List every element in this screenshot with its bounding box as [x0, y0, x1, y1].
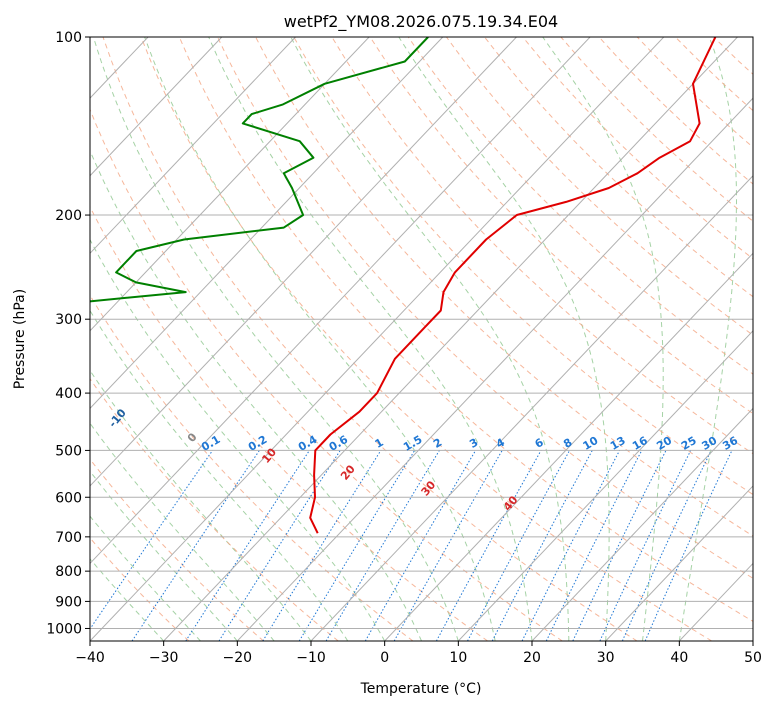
isotherm--40	[90, 37, 665, 641]
y-tick-label: 800	[55, 564, 82, 580]
x-tick-label: 10	[449, 650, 467, 666]
y-tick-label: 400	[55, 386, 82, 402]
isotherm--80	[90, 37, 370, 332]
x-axis-ticks: −40 −30 −20 −10 0 10 20 30 40 50	[75, 641, 762, 666]
x-tick-label: −40	[75, 650, 105, 666]
moist-adiabat	[90, 422, 275, 641]
chart-title: wetPf2_YM08.2026.075.19.34.E04	[284, 12, 558, 32]
x-tick-label: 40	[670, 650, 688, 666]
plot-background	[90, 37, 753, 641]
moist-adiabat	[90, 470, 238, 641]
y-tick-label: 300	[55, 312, 82, 328]
moist-adiabat	[290, 37, 570, 641]
mixing-ratio-line	[521, 450, 621, 641]
isobars	[90, 37, 753, 629]
moist-adiabat	[678, 37, 737, 641]
moist-adiabat	[144, 37, 496, 641]
series-line-1	[90, 37, 429, 303]
dry-adiabat	[751, 37, 753, 39]
y-tick-label: 900	[55, 594, 82, 610]
moist-adiabat	[90, 149, 422, 641]
moist-adiabat	[90, 309, 349, 641]
series-line-0	[309, 37, 717, 534]
x-tick-label: −20	[223, 650, 253, 666]
moist-adiabat	[90, 515, 201, 641]
mixing-ratio-line	[393, 450, 503, 641]
dry-adiabats	[90, 37, 753, 641]
isotherm--100	[90, 37, 223, 177]
x-axis-title: Temperature (°C)	[360, 681, 482, 697]
moist-adiabat	[542, 37, 664, 641]
x-tick-label: 0	[380, 650, 389, 666]
mixing-ratio-line	[467, 450, 571, 641]
isotherm--30	[163, 37, 738, 641]
isotherm-30	[605, 485, 753, 641]
isotherm--10	[310, 175, 753, 641]
dry-adiabat	[140, 37, 712, 641]
plot-frame	[89, 36, 754, 642]
x-tick-label: 20	[523, 650, 541, 666]
mixing-ratio-line	[185, 450, 310, 641]
dry-adiabat	[90, 458, 264, 641]
x-tick-label: 30	[597, 650, 615, 666]
dry-adiabat	[217, 37, 753, 579]
y-tick-label: 1000	[46, 621, 82, 637]
isotherm--60	[90, 37, 517, 487]
y-axis-ticks: 100 200 300 400 500 600 700 800 900 1000	[46, 30, 90, 637]
dry-adiabat	[90, 108, 563, 641]
moist-adiabat	[208, 37, 533, 641]
mixing-ratio-line	[131, 450, 260, 641]
mixing-ratio-line	[298, 450, 416, 641]
isotherm-0	[384, 252, 753, 641]
moist-adiabat	[90, 238, 386, 641]
dry-adiabat	[407, 37, 753, 375]
isotherm-50	[752, 640, 753, 641]
isotherm-10	[457, 330, 753, 641]
mixing-ratio-line	[621, 450, 712, 641]
skewed-isotherms	[0, 37, 753, 641]
dry-adiabat	[293, 37, 753, 496]
moist-adiabat	[398, 37, 610, 641]
isotherm--90	[90, 37, 296, 255]
moist-adiabat	[90, 558, 165, 641]
x-tick-label: −10	[296, 650, 326, 666]
isotherm--50	[90, 37, 591, 565]
dry-adiabat	[102, 37, 638, 641]
isotherm--20	[236, 97, 753, 641]
mixing-ratio-line	[435, 450, 542, 641]
mixing-ratio-line	[572, 450, 667, 641]
y-tick-label: 100	[55, 30, 82, 46]
mixing-ratio-line	[545, 450, 643, 641]
isotherm--130	[0, 37, 1, 641]
y-tick-label: 600	[55, 490, 82, 506]
mixing-ratio-line	[599, 450, 692, 641]
dry-adiabat-label: -20	[33, 385, 56, 409]
x-tick-label: 50	[744, 650, 762, 666]
y-tick-label: 200	[55, 208, 82, 224]
dry-adiabat	[90, 205, 488, 641]
moist-adiabats	[90, 37, 737, 641]
y-tick-label: 700	[55, 530, 82, 546]
moist-adiabat	[92, 37, 459, 641]
mixing-ratio-line	[218, 450, 341, 641]
mixing-ratio-line	[90, 450, 214, 630]
y-axis-title: Pressure (hPa)	[12, 289, 28, 389]
y-tick-label: 500	[55, 443, 82, 459]
dry-adiabat	[178, 37, 753, 622]
isotherm--70	[90, 37, 444, 410]
isotherm-20	[531, 407, 753, 641]
mixing-ratio-line	[262, 450, 382, 641]
mixing-ratio-lines	[90, 450, 733, 641]
x-tick-label: −30	[149, 650, 179, 666]
sounding-series	[90, 37, 717, 534]
